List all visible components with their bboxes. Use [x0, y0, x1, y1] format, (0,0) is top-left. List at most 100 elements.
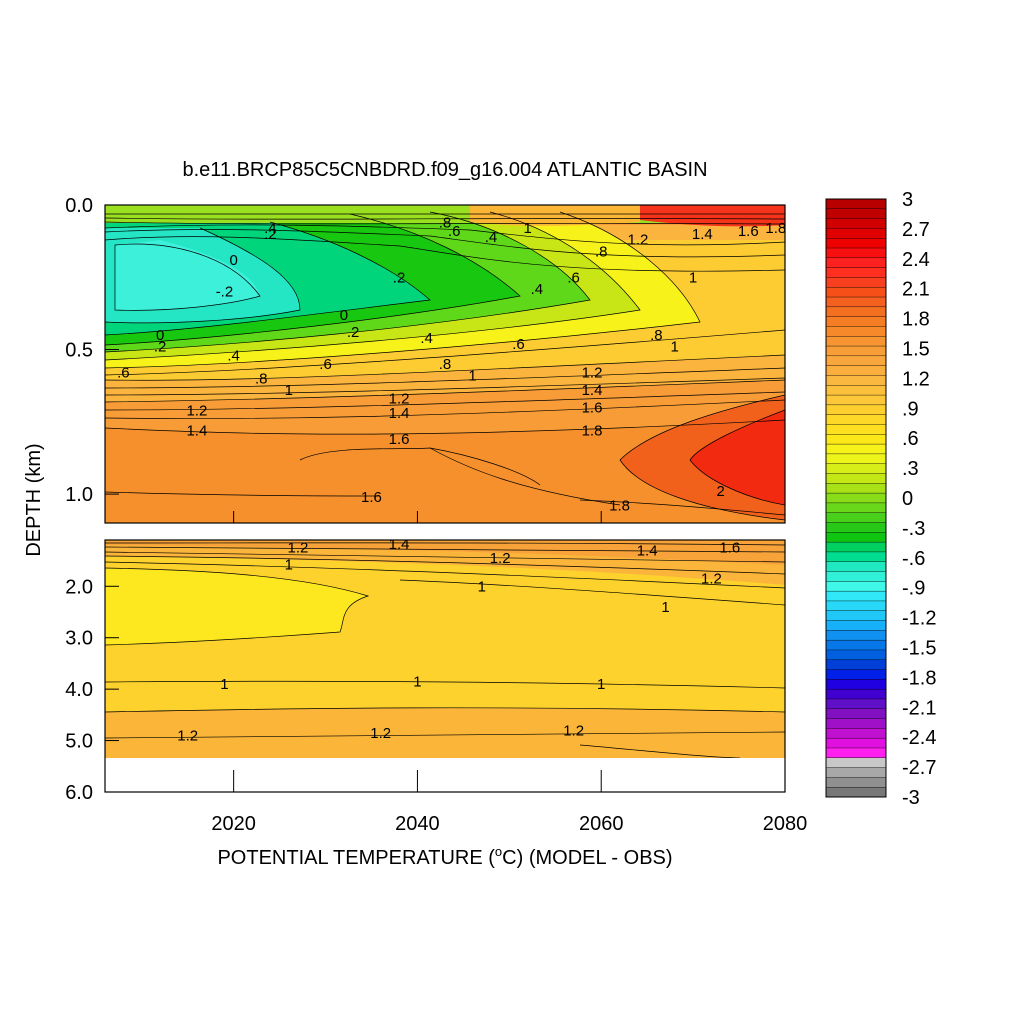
colorbar-band-51: [825, 698, 887, 710]
colorbar-label-11: -.3: [902, 518, 925, 540]
colorbar-band-29: [825, 483, 887, 494]
x-tick-label-3: 2080: [763, 813, 808, 835]
colorbar-band-7: [825, 267, 887, 278]
x-tick-label-2: 2060: [579, 813, 624, 835]
lower-contour-label-5: 1.6: [719, 540, 740, 557]
upper-contour-label-28: .6: [117, 365, 130, 382]
lower-contour-label-7: 1: [478, 578, 486, 595]
upper-contour-label-39: 1.8: [582, 422, 603, 439]
colorbar-label-16: -1.8: [902, 667, 936, 689]
chart-title: b.e11.BRCP85C5CNBDRD.f09_g16.004 ATLANTI…: [182, 159, 707, 181]
colorbar-label-13: -.9: [902, 578, 925, 600]
upper-contour-label-6: 1.2: [628, 232, 649, 249]
upper-contour-label-35: 1.6: [582, 399, 603, 416]
colorbar-label-9: .3: [902, 458, 919, 480]
lower-contour-label-11: 1: [597, 676, 605, 693]
colorbar-band-15: [825, 345, 887, 357]
colorbar-label-3: 2.1: [902, 279, 930, 301]
colorbar-band-10: [825, 296, 887, 308]
upper-contour-label-33: 1.4: [582, 382, 603, 399]
upper-contour-label-30: 1.2: [582, 365, 603, 382]
upper-contour-label-34: 1.2: [389, 391, 410, 408]
upper-panel-frame: [104, 204, 786, 524]
colorbar-band-11: [825, 306, 887, 318]
colorbar-band-52: [825, 708, 887, 720]
upper-contour-label-18: .2: [347, 324, 360, 341]
colorbar-band-8: [825, 277, 887, 288]
lower-contour-label-6: 1.2: [701, 571, 722, 588]
upper-contour-label-22: .6: [512, 336, 525, 353]
surface-orange-patch: [470, 205, 640, 226]
colorbar-band-49: [825, 679, 887, 690]
colorbar-band-58: [825, 767, 887, 778]
lower-contour-label-4: 1.4: [637, 542, 658, 559]
colorbar-band-21: [825, 404, 887, 416]
upper-contour-label-7: 1.4: [692, 226, 713, 243]
colorbar-band-4: [825, 238, 887, 249]
upper-contour-label-15: -.2: [216, 284, 234, 301]
colorbar-band-26: [825, 453, 887, 465]
deep-orange-band: [105, 420, 785, 523]
colorbar-band-40: [825, 590, 887, 602]
y-upper-tick-label-0: 0.0: [65, 195, 93, 217]
upper-contour-label-12: .6: [567, 269, 580, 286]
colorbar-label-6: 1.2: [902, 368, 930, 390]
colorbar-band-42: [825, 610, 887, 622]
colorbar-band-36: [825, 551, 887, 563]
colorbar-band-43: [825, 620, 887, 631]
lower-contour-label-8: 1: [661, 599, 669, 616]
colorbar-band-46: [825, 649, 887, 661]
lower-shallow-band-2: [105, 540, 785, 565]
upper-contour-label-3: .6: [448, 223, 461, 240]
colorbar-label-20: -3: [902, 787, 920, 809]
colorbar-label-18: -2.4: [902, 727, 936, 749]
upper-contour-label-40: 1.6: [389, 431, 410, 448]
colorbar-band-13: [825, 326, 887, 337]
upper-contour-label-38: 1.4: [186, 422, 207, 439]
upper-panel: .4.2.8.6.411.2 1.4 1.6 1.80.8.6.2 1-.2.40.20…: [105, 205, 785, 523]
y-lower-tick-label-4: 6.0: [65, 782, 93, 804]
upper-contour-label-16: .4: [531, 281, 544, 298]
colorbar-band-18: [825, 375, 887, 386]
upper-contour-label-26: .6: [319, 356, 332, 373]
y-lower-tick-label-2: 4.0: [65, 679, 93, 701]
colorbar-band-16: [825, 355, 887, 367]
colorbar-band-25: [825, 443, 887, 455]
y-axis-title: DEPTH (km): [23, 443, 45, 556]
upper-contour-label-21: .4: [420, 330, 433, 347]
colorbar-label-8: .6: [902, 428, 919, 450]
x-axis: 2020 2040 2060 2080: [211, 511, 807, 835]
colorbar-band-32: [825, 512, 887, 524]
colorbar-band-22: [825, 414, 887, 425]
lower-panel-frame: [104, 539, 786, 793]
colorbar-band-59: [825, 777, 887, 788]
colorbar-label-12: -.6: [902, 548, 925, 570]
upper-contour-label-14: 1: [689, 269, 697, 286]
upper-contour-label-31: .8: [255, 370, 268, 387]
colorbar-label-19: -2.7: [902, 757, 936, 779]
colorbar-band-2: [825, 218, 887, 229]
lower-contour-label-10: 1: [413, 673, 421, 690]
colorbar: 3 2.7 2.4 2.1 1.8 1.5 1.2 .9 .6 .3 0 -.3 -.6 -.9 -1.2 -…: [825, 189, 936, 809]
colorbar-band-41: [825, 600, 887, 612]
upper-contour-label-43: 1.8: [609, 498, 630, 515]
lower-contour-label-2: 1.4: [389, 536, 410, 553]
colorbar-band-39: [825, 581, 887, 592]
y-upper-tick-label-1: 0.5: [65, 340, 93, 362]
lower-contour-label-13: 1.2: [370, 725, 391, 742]
upper-contour-label-5: 1: [524, 220, 532, 237]
x-axis-title: POTENTIAL TEMPERATURE (oC) (MODEL - OBS): [217, 844, 672, 869]
upper-contour-label-19: 0: [156, 327, 164, 344]
upper-contour-label-4: .4: [485, 229, 498, 246]
upper-contour-label-11: .8: [595, 243, 608, 260]
colorbar-band-9: [825, 287, 887, 298]
x-tick-label-0: 2020: [211, 813, 256, 835]
surface-warm-patch: [640, 205, 785, 227]
upper-contour-label-0: .4: [264, 220, 277, 237]
colorbar-label-5: 1.5: [902, 339, 930, 361]
cyan-core-inner: [115, 240, 260, 311]
colorbar-band-45: [825, 639, 887, 651]
colorbar-label-15: -1.5: [902, 638, 936, 660]
